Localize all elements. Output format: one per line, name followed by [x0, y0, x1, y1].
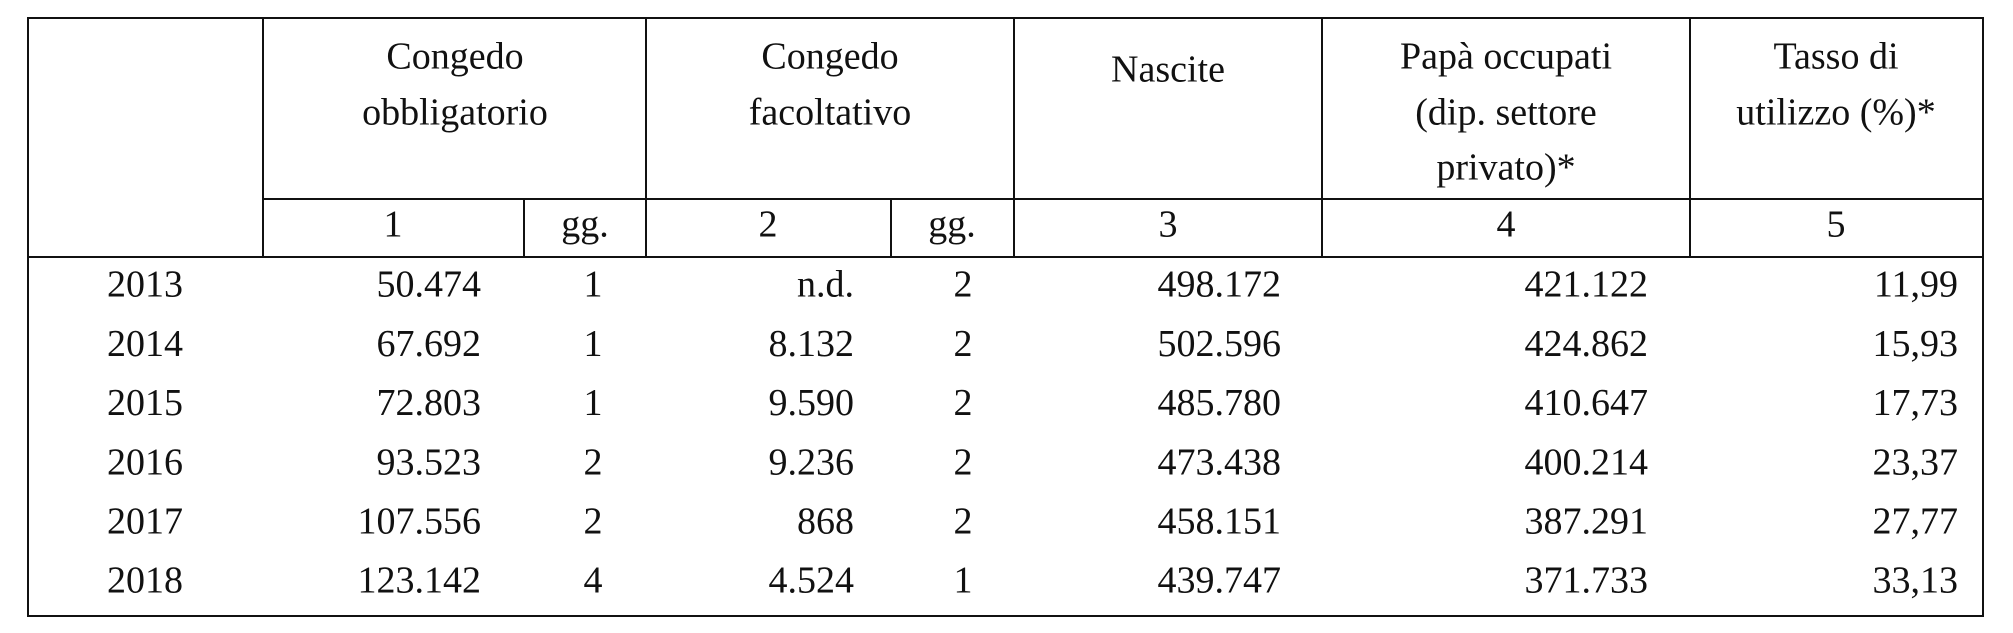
cell: 498.172 [1158, 264, 1282, 306]
cell: 2 [584, 441, 603, 483]
cell: 8.132 [769, 323, 855, 365]
cell: 2014 [107, 323, 183, 365]
header-cell: facoltativo [749, 92, 911, 134]
cell: 2015 [107, 382, 183, 424]
header-cell: Papà occupati [1400, 36, 1612, 78]
cell: 15,93 [1873, 323, 1959, 365]
cell: 2 [954, 264, 973, 306]
subheader-cell: gg. [928, 204, 976, 246]
cell: 485.780 [1158, 382, 1282, 424]
cell: 2 [954, 382, 973, 424]
cell: 9.590 [769, 382, 855, 424]
header-cell: privato)* [1436, 147, 1575, 189]
cell: 421.122 [1525, 264, 1649, 306]
header-cell: Congedo [386, 36, 523, 78]
cell: 11,99 [1874, 264, 1958, 306]
cell: 27,77 [1873, 501, 1959, 543]
cell: 50.474 [377, 264, 482, 306]
cell: 2018 [107, 560, 183, 602]
cell: 387.291 [1525, 501, 1649, 543]
cell: 2 [954, 501, 973, 543]
header-cell: Tasso di [1773, 36, 1898, 78]
cell: 4.524 [769, 560, 855, 602]
cell: 33,13 [1873, 560, 1959, 602]
cell: 439.747 [1158, 560, 1282, 602]
cell: 72.803 [377, 382, 482, 424]
cell: 2016 [107, 441, 183, 483]
cell: 93.523 [377, 441, 482, 483]
subheader-cell: 2 [759, 204, 778, 246]
cell: 410.647 [1525, 382, 1649, 424]
cell: 1 [584, 264, 603, 306]
header-cell: utilizzo (%)* [1736, 92, 1935, 134]
cell: 2013 [107, 264, 183, 306]
cell: 458.151 [1158, 501, 1282, 543]
header-cell: obbligatorio [362, 92, 548, 134]
header-cell: Nascite [1111, 49, 1225, 91]
cell: 1 [954, 560, 973, 602]
cell: n.d. [797, 264, 854, 306]
subheader-cell: gg. [561, 204, 609, 246]
cell: 4 [584, 560, 603, 602]
cell: 2 [954, 441, 973, 483]
cell: 23,37 [1873, 441, 1959, 483]
cell: 2 [954, 323, 973, 365]
cell: 502.596 [1158, 323, 1282, 365]
cell: 868 [797, 501, 854, 543]
cell: 67.692 [377, 323, 482, 365]
subheader-cell: 4 [1497, 204, 1516, 246]
cell: 473.438 [1158, 441, 1282, 483]
cell: 400.214 [1525, 441, 1649, 483]
subheader-cell: 5 [1827, 204, 1846, 246]
cell: 17,73 [1873, 382, 1959, 424]
cell: 123.142 [358, 560, 482, 602]
cell: 371.733 [1525, 560, 1649, 602]
cell: 424.862 [1525, 323, 1649, 365]
cell: 2 [584, 501, 603, 543]
subheader-cell: 1 [384, 204, 403, 246]
cell: 107.556 [358, 501, 482, 543]
header-cell: Congedo [761, 36, 898, 78]
header-cell: (dip. settore [1415, 92, 1597, 134]
cell: 1 [584, 382, 603, 424]
cell: 1 [584, 323, 603, 365]
subheader-cell: 3 [1159, 204, 1178, 246]
cell: 2017 [107, 501, 183, 543]
table-border [27, 17, 1984, 617]
cell: 9.236 [769, 441, 855, 483]
